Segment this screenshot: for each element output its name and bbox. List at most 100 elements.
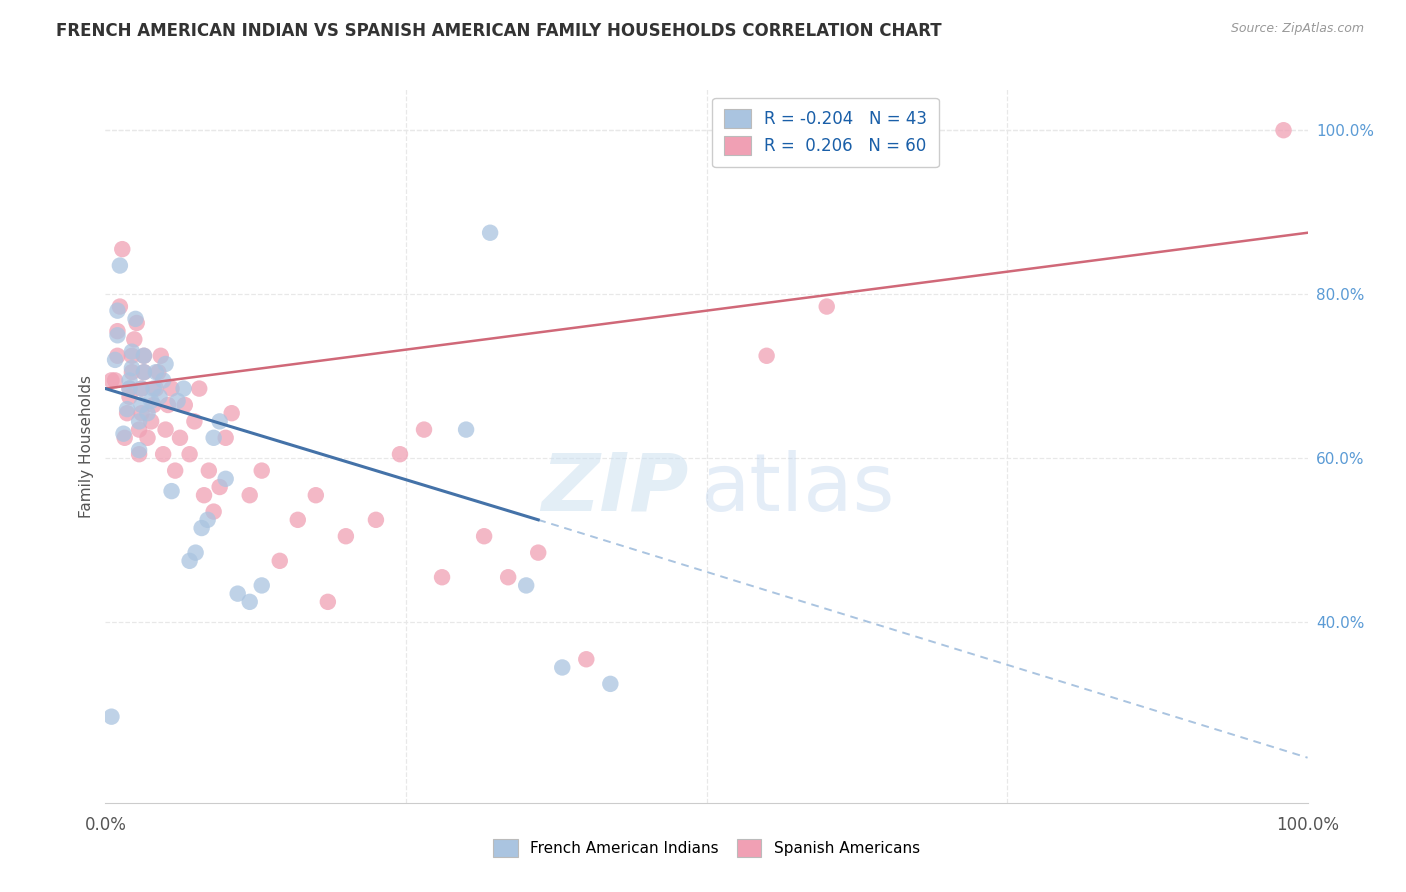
Point (136, 431, 159, 445)
Point (413, 423, 436, 437)
Point (364, 513, 387, 527)
Point (755, 349, 778, 363)
Point (124, 332, 146, 346)
Point (184, 546, 207, 560)
Point (575, 652, 598, 666)
Point (121, 349, 143, 363)
Point (107, 349, 129, 363)
Point (104, 352, 127, 367)
Point (250, 464, 273, 478)
Point (152, 447, 174, 461)
Point (165, 464, 187, 478)
Point (149, 349, 172, 363)
Point (145, 365, 167, 379)
Point (128, 423, 150, 437)
Point (173, 382, 195, 396)
Point (100, 373, 122, 387)
Point (131, 382, 153, 396)
Point (169, 431, 191, 445)
Point (114, 431, 136, 445)
Point (269, 554, 291, 568)
Point (239, 595, 262, 609)
Point (202, 431, 225, 445)
Point (128, 447, 150, 461)
Point (107, 328, 129, 343)
Point (214, 431, 236, 445)
Point (142, 382, 165, 396)
Point (160, 382, 183, 396)
Point (132, 365, 155, 379)
Point (108, 300, 131, 314)
Point (815, 300, 838, 314)
Text: ZIP: ZIP (541, 450, 689, 528)
Point (515, 578, 537, 592)
Point (305, 488, 328, 502)
Point (131, 398, 153, 412)
Point (166, 393, 188, 408)
Point (118, 390, 141, 404)
Point (131, 406, 153, 420)
Point (472, 529, 495, 543)
Point (118, 382, 141, 396)
Point (139, 414, 162, 428)
Point (155, 423, 177, 437)
Point (139, 393, 162, 408)
Point (183, 414, 205, 428)
Point (142, 398, 165, 412)
Point (132, 349, 155, 363)
Point (188, 382, 211, 396)
Point (454, 423, 477, 437)
Point (599, 677, 621, 691)
Point (121, 344, 143, 359)
Point (335, 529, 357, 543)
Point (148, 390, 170, 404)
Point (173, 398, 195, 412)
Legend: French American Indians, Spanish Americans: French American Indians, Spanish America… (488, 833, 925, 863)
Point (152, 373, 174, 387)
Point (118, 382, 141, 396)
Point (193, 488, 215, 502)
Point (198, 464, 221, 478)
Point (190, 521, 212, 535)
Point (118, 373, 141, 387)
Point (121, 361, 143, 376)
Point (131, 382, 153, 396)
Point (121, 365, 143, 379)
Point (156, 398, 179, 412)
Point (128, 414, 150, 428)
Point (208, 480, 231, 494)
Point (527, 546, 550, 560)
Point (107, 324, 129, 338)
Point (496, 570, 519, 584)
Point (132, 365, 155, 379)
Point (179, 447, 201, 461)
Point (115, 402, 138, 417)
Point (100, 709, 122, 723)
Text: Source: ZipAtlas.com: Source: ZipAtlas.com (1230, 22, 1364, 36)
Point (111, 242, 134, 256)
Point (155, 357, 177, 371)
Point (112, 426, 135, 441)
Point (430, 570, 453, 584)
Point (1272, 123, 1295, 137)
Point (239, 488, 262, 502)
Point (208, 414, 231, 428)
Text: FRENCH AMERICAN INDIAN VS SPANISH AMERICAN FAMILY HOUSEHOLDS CORRELATION CHART: FRENCH AMERICAN INDIAN VS SPANISH AMERIC… (56, 22, 942, 40)
Y-axis label: Family Households: Family Households (79, 375, 94, 517)
Point (214, 472, 236, 486)
Point (124, 311, 146, 326)
Point (145, 382, 167, 396)
Point (388, 447, 411, 461)
Point (107, 303, 129, 318)
Point (108, 259, 131, 273)
Point (202, 505, 225, 519)
Point (136, 406, 159, 420)
Point (221, 406, 243, 420)
Point (148, 365, 170, 379)
Point (551, 660, 574, 674)
Point (179, 554, 201, 568)
Point (132, 349, 155, 363)
Point (160, 484, 183, 499)
Point (197, 513, 219, 527)
Point (104, 373, 127, 387)
